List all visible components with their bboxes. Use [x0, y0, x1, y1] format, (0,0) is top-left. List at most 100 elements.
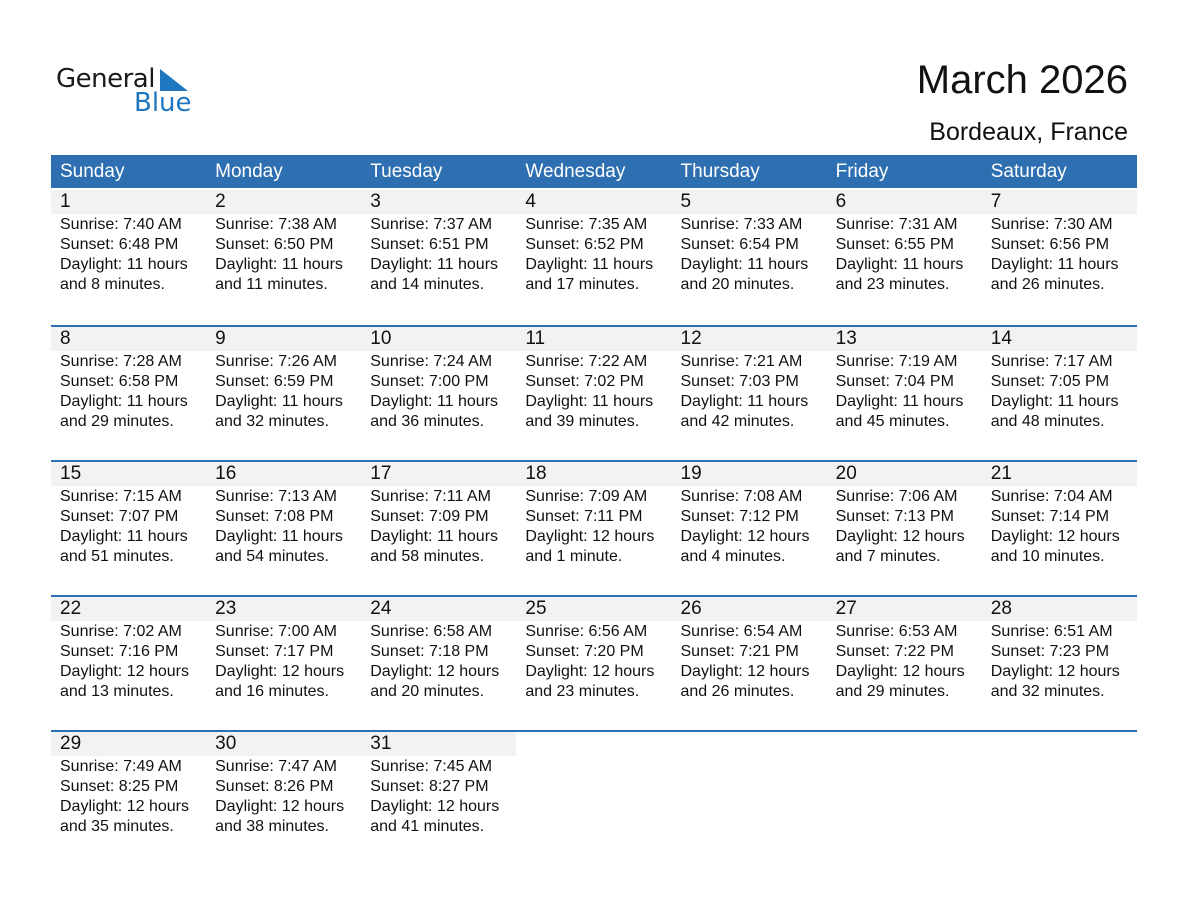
daylight2-text: and 45 minutes. [835, 413, 950, 430]
logo-text-general: General [56, 64, 155, 94]
daylight2-text: and 42 minutes. [680, 413, 795, 430]
day-number-row: 15 16 17 18 19 20 21 [51, 462, 1137, 486]
calendar-grid: Sunday Monday Tuesday Wednesday Thursday Frid… [51, 155, 1137, 865]
daylight1-text: Daylight: 12 hours [680, 663, 810, 680]
sunset-text: Sunset: 8:27 PM [370, 778, 489, 795]
daylight1-text: Daylight: 12 hours [680, 528, 810, 545]
day-cell: Sunrise: 7:24 AM Sunset: 7:00 PM Daylight:… [361, 351, 516, 432]
day-cell: Sunrise: 7:17 AM Sunset: 7:05 PM Daylight:… [982, 351, 1137, 432]
day-number [981, 732, 1137, 756]
day-cell: Sunrise: 6:56 AM Sunset: 7:20 PM Daylight:… [516, 621, 671, 702]
day-cell: Sunrise: 7:40 AM Sunset: 6:48 PM Daylight:… [51, 214, 206, 295]
daylight1-text: Daylight: 12 hours [525, 528, 655, 545]
sunset-text: Sunset: 7:20 PM [525, 643, 644, 660]
sunset-text: Sunset: 7:02 PM [525, 373, 644, 390]
week-row: 22 23 24 25 26 27 28 Sunrise: 7:02 AM Sunset: 7:… [51, 595, 1137, 730]
daylight2-text: and 26 minutes. [680, 683, 795, 700]
day-cell [827, 756, 982, 837]
daylight2-text: and 29 minutes. [835, 683, 950, 700]
weekday-friday: Friday [835, 161, 889, 182]
sunrise-text: Sunrise: 7:06 AM [835, 488, 958, 505]
day-number-row: 8 9 10 11 12 13 14 [51, 327, 1137, 351]
daylight1-text: Daylight: 11 hours [370, 393, 499, 410]
daylight2-text: and 48 minutes. [990, 413, 1105, 430]
sunset-text: Sunset: 7:03 PM [680, 373, 799, 390]
sunrise-text: Sunrise: 7:15 AM [60, 488, 182, 505]
day-cell [672, 756, 827, 837]
day-cell: Sunrise: 6:54 AM Sunset: 7:21 PM Daylight:… [672, 621, 827, 702]
day-cell: Sunrise: 7:31 AM Sunset: 6:55 PM Daylight:… [827, 214, 982, 295]
sunrise-text: Sunrise: 7:09 AM [525, 488, 648, 505]
sunrise-text: Sunrise: 7:24 AM [370, 353, 493, 370]
sunset-text: Sunset: 7:08 PM [215, 508, 334, 525]
day-number: 17 [370, 463, 392, 484]
daylight2-text: and 20 minutes. [370, 683, 485, 700]
sunset-text: Sunset: 7:00 PM [370, 373, 489, 390]
day-cell: Sunrise: 7:15 AM Sunset: 7:07 PM Daylight:… [51, 486, 206, 567]
day-number-row: 1 2 3 4 5 6 7 [51, 190, 1137, 214]
daylight2-text: and 29 minutes. [60, 413, 174, 430]
daylight2-text: and 58 minutes. [370, 548, 485, 565]
sunrise-text: Sunrise: 7:04 AM [990, 488, 1113, 505]
daylight2-text: and 11 minutes. [215, 276, 328, 293]
sunset-text: Sunset: 7:18 PM [370, 643, 489, 660]
day-number: 26 [680, 598, 702, 619]
daylight2-text: and 4 minutes. [680, 548, 786, 565]
day-number [826, 732, 982, 756]
day-number: 1 [60, 191, 71, 212]
daylight1-text: Daylight: 11 hours [370, 528, 499, 545]
daylight1-text: Daylight: 12 hours [525, 663, 655, 680]
daylight2-text: and 16 minutes. [215, 683, 329, 700]
sunrise-text: Sunrise: 6:51 AM [990, 623, 1113, 640]
day-cell: Sunrise: 7:35 AM Sunset: 6:52 PM Daylight:… [516, 214, 671, 295]
day-number: 4 [525, 191, 536, 212]
weekday-sunday: Sunday [60, 161, 125, 182]
daylight2-text: and 10 minutes. [990, 548, 1105, 565]
day-info-row: Sunrise: 7:40 AM Sunset: 6:48 PM Daylight:… [51, 214, 1137, 295]
daylight2-text: and 26 minutes. [990, 276, 1105, 293]
daylight1-text: Daylight: 11 hours [525, 256, 654, 273]
daylight2-text: and 8 minutes. [60, 276, 165, 293]
day-number: 24 [370, 598, 392, 619]
daylight1-text: Daylight: 11 hours [370, 256, 499, 273]
day-number: 31 [361, 732, 517, 756]
day-cell: Sunrise: 7:06 AM Sunset: 7:13 PM Daylight:… [827, 486, 982, 567]
daylight2-text: and 1 minute. [525, 548, 623, 565]
day-cell: Sunrise: 6:53 AM Sunset: 7:22 PM Daylight:… [827, 621, 982, 702]
week-row: 1 2 3 4 5 6 7 Sunrise: 7:40 AM Sunset: 6:48 PM Da… [51, 190, 1137, 325]
day-cell: Sunrise: 7:21 AM Sunset: 7:03 PM Daylight:… [672, 351, 827, 432]
sunrise-text: Sunrise: 7:26 AM [215, 353, 337, 370]
day-cell: Sunrise: 7:47 AM Sunset: 8:26 PM Daylight:… [206, 756, 361, 837]
day-cell [516, 756, 671, 837]
sunrise-text: Sunrise: 7:35 AM [525, 216, 648, 233]
sunrise-text: Sunrise: 7:45 AM [370, 758, 493, 775]
logo-text-blue: Blue [134, 88, 192, 118]
daylight1-text: Daylight: 12 hours [370, 663, 500, 680]
daylight1-text: Daylight: 11 hours [835, 256, 964, 273]
sunrise-text: Sunrise: 7:31 AM [835, 216, 958, 233]
day-number: 20 [835, 463, 857, 484]
sunset-text: Sunset: 7:11 PM [525, 508, 643, 525]
daylight1-text: Daylight: 12 hours [215, 798, 345, 815]
day-cell: Sunrise: 6:51 AM Sunset: 7:23 PM Daylight:… [982, 621, 1137, 702]
day-number: 13 [835, 328, 857, 349]
day-number: 25 [525, 598, 547, 619]
day-cell: Sunrise: 7:00 AM Sunset: 7:17 PM Daylight:… [206, 621, 361, 702]
sunset-text: Sunset: 7:22 PM [835, 643, 954, 660]
sunrise-text: Sunrise: 7:47 AM [215, 758, 337, 775]
sunset-text: Sunset: 7:23 PM [990, 643, 1110, 660]
page-title: March 2026 [916, 58, 1128, 102]
day-number: 18 [525, 463, 547, 484]
sunset-text: Sunset: 6:55 PM [835, 236, 954, 253]
daylight2-text: and 23 minutes. [525, 683, 640, 700]
day-number: 2 [215, 191, 226, 212]
sunrise-text: Sunrise: 6:58 AM [370, 623, 493, 640]
sunset-text: Sunset: 8:26 PM [215, 778, 334, 795]
day-cell: Sunrise: 7:02 AM Sunset: 7:16 PM Daylight:… [51, 621, 206, 702]
daylight2-text: and 7 minutes. [835, 548, 941, 565]
day-number: 28 [990, 598, 1012, 619]
daylight1-text: Daylight: 11 hours [60, 256, 188, 273]
day-number: 23 [215, 598, 237, 619]
sunrise-text: Sunrise: 7:40 AM [60, 216, 182, 233]
daylight2-text: and 32 minutes. [215, 413, 329, 430]
